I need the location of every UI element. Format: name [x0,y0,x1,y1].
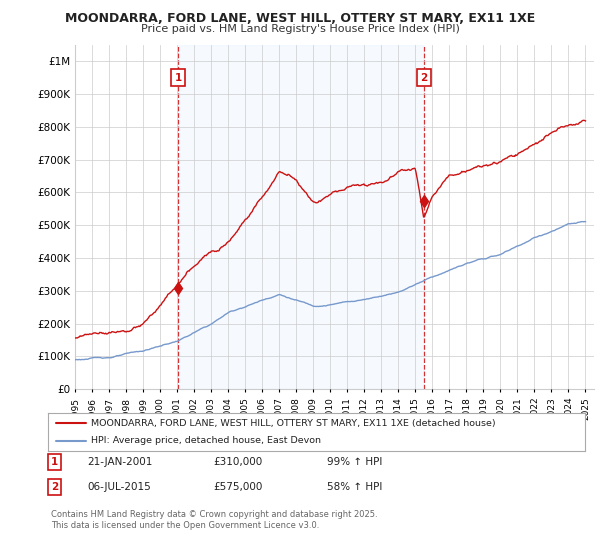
Text: 58% ↑ HPI: 58% ↑ HPI [327,482,382,492]
Text: 2: 2 [420,73,427,83]
Bar [178,45,424,389]
Text: 1: 1 [51,457,58,467]
Text: 1: 1 [175,73,182,83]
Text: 21-JAN-2001: 21-JAN-2001 [87,457,152,467]
Text: Price paid vs. HM Land Registry's House Price Index (HPI): Price paid vs. HM Land Registry's House … [140,24,460,34]
Text: MOONDARRA, FORD LANE, WEST HILL, OTTERY ST MARY, EX11 1XE: MOONDARRA, FORD LANE, WEST HILL, OTTERY … [65,12,535,25]
Text: MOONDARRA, FORD LANE, WEST HILL, OTTERY ST MARY, EX11 1XE (detached house): MOONDARRA, FORD LANE, WEST HILL, OTTERY … [91,418,496,427]
Text: £310,000: £310,000 [213,457,262,467]
Text: 2: 2 [51,482,58,492]
Text: HPI: Average price, detached house, East Devon: HPI: Average price, detached house, East… [91,436,321,445]
Text: £575,000: £575,000 [213,482,262,492]
Text: 99% ↑ HPI: 99% ↑ HPI [327,457,382,467]
Text: Contains HM Land Registry data © Crown copyright and database right 2025.
This d: Contains HM Land Registry data © Crown c… [51,510,377,530]
Text: 06-JUL-2015: 06-JUL-2015 [87,482,151,492]
